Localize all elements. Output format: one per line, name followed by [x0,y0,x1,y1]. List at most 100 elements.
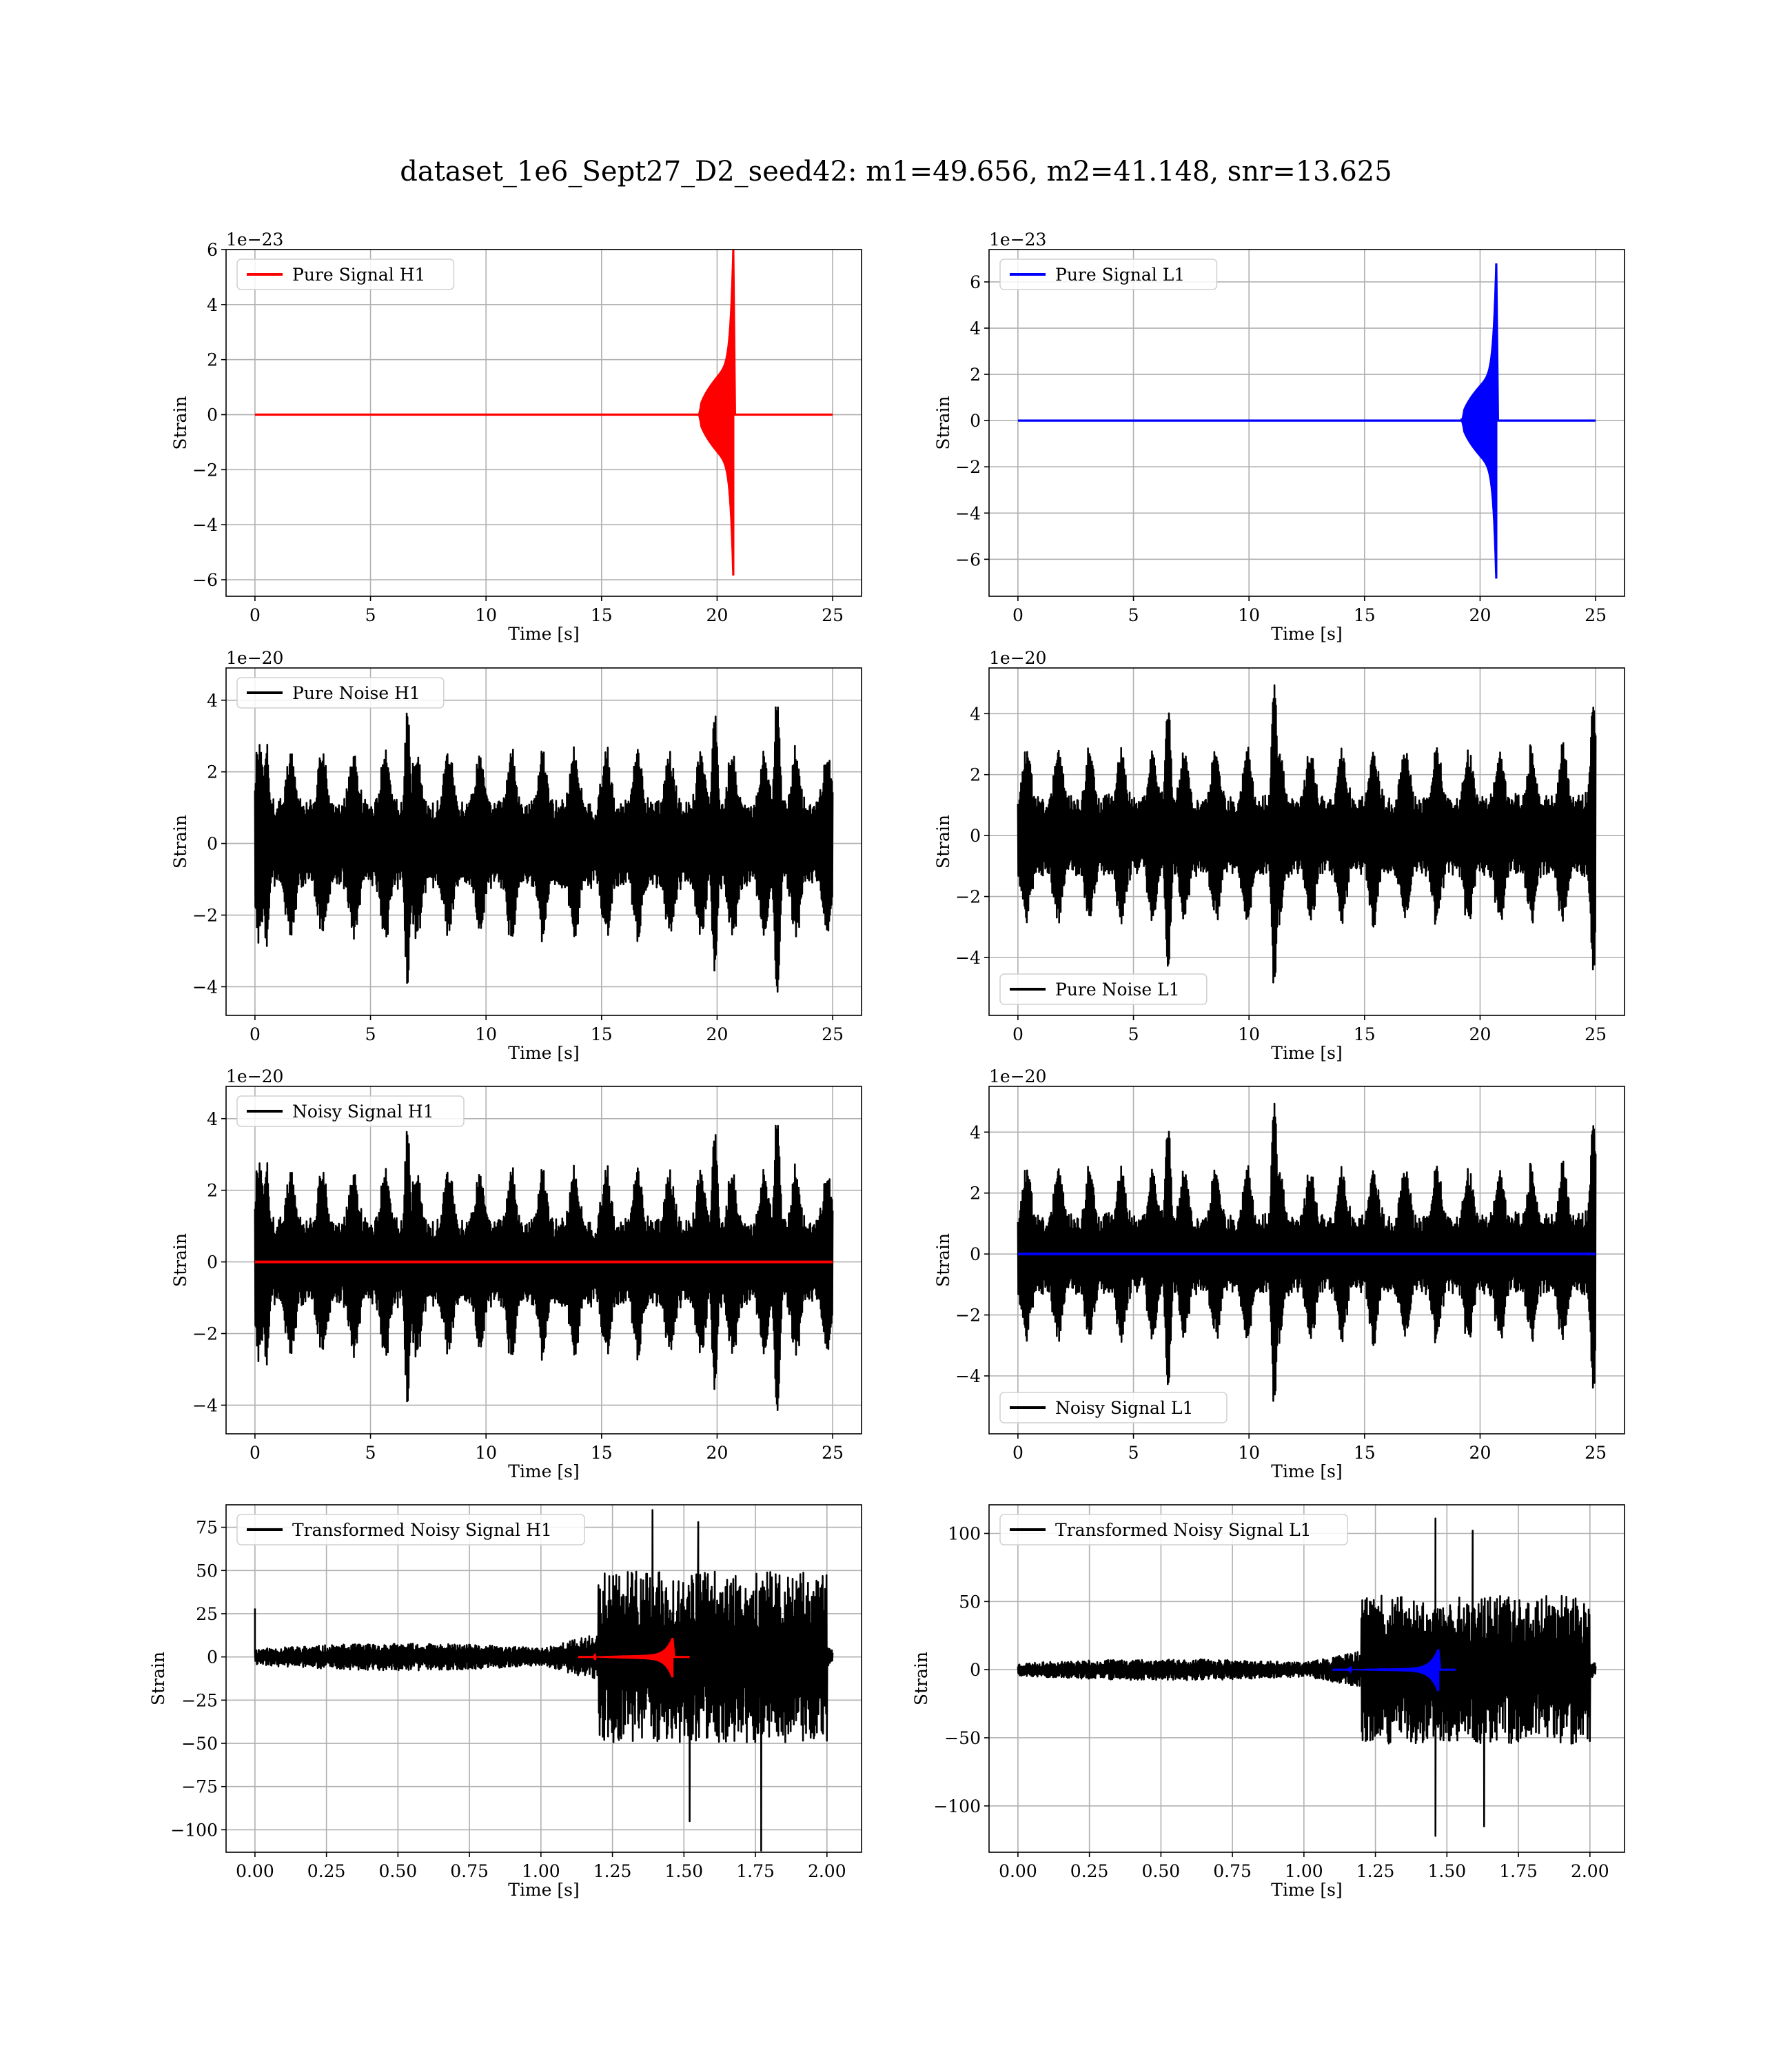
plot-area [1017,1102,1597,1402]
y-axis-label: Strain [911,1652,931,1705]
plot-area [1017,1517,1597,1837]
y-tick-label: −2 [192,1324,218,1344]
x-tick-label: 10 [475,1024,497,1044]
y-tick-label: −100 [933,1796,981,1816]
offset-label: 1e−20 [989,1066,1046,1086]
legend-box [236,1514,585,1545]
legend-box [999,258,1218,290]
legend-label: Pure Signal L1 [1055,265,1185,285]
plot-area [1017,263,1596,579]
offset-label: 1e−20 [989,648,1046,668]
x-tick-label: 5 [1128,1443,1139,1463]
figure-title: dataset_1e6_Sept27_D2_seed42: m1=49.656,… [400,156,1392,187]
x-tick-label: 1.25 [1356,1861,1395,1881]
y-tick-label: 50 [196,1561,218,1581]
x-tick-label: 0.25 [1070,1861,1109,1881]
x-tick-label: 20 [1469,1443,1491,1463]
y-tick-label: 50 [959,1592,981,1612]
legend-box [236,677,445,709]
x-tick-label: 1.00 [522,1861,560,1881]
x-tick-label: 0 [1012,1443,1024,1463]
x-tick-label: 25 [822,605,844,625]
legend: Pure Noise L1 [999,973,1208,1005]
axes-frame [988,1504,1625,1853]
x-tick-label: 15 [1354,605,1376,625]
legend-label: Transformed Noisy Signal H1 [292,1520,552,1540]
y-tick-label: 4 [970,1122,981,1142]
subplot-4: 0 5 10 15 20 25 −4 −2 0 2 4 Time [s] Strain 1e−20 Pure… [933,648,1625,1063]
subplot-2: 0 5 10 15 20 25 −6 −4 −2 0 2 4 6 Time [s] Strain 1e−23 P… [933,230,1625,644]
axes-frame [988,1086,1625,1435]
y-tick-label: 0 [207,834,218,854]
x-tick-label: 15 [591,1024,613,1044]
x-tick-label: 0 [250,605,261,625]
x-tick-label: 0 [1012,605,1024,625]
x-tick-label: 1.25 [593,1861,632,1881]
x-tick-label: 2.00 [1571,1861,1609,1881]
x-tick-label: 1.50 [664,1861,703,1881]
series-line-noise [254,706,834,993]
y-tick-label: −4 [192,1395,218,1415]
y-tick-label: 4 [207,1109,218,1129]
legend-label: Noisy Signal H1 [292,1102,434,1122]
x-axis-label: Time [s] [508,1880,579,1900]
y-tick-label: 2 [970,765,981,785]
x-tick-label: 20 [706,1443,729,1463]
y-tick-label: −2 [955,887,981,907]
y-tick-label: 0 [207,405,218,425]
legend: Noisy Signal H1 [236,1095,465,1127]
x-axis-label: Time [s] [508,1461,579,1481]
y-tick-label: 75 [196,1518,218,1538]
x-tick-label: 1.75 [736,1861,775,1881]
legend-box [999,973,1208,1005]
x-tick-label: 1.00 [1285,1861,1323,1881]
y-tick-label: 2 [970,1184,981,1204]
y-tick-label: 0 [970,1660,981,1680]
axes-frame [225,249,862,597]
x-tick-label: 5 [1128,605,1139,625]
legend-box [236,258,455,290]
x-axis-label: Time [s] [508,624,579,644]
y-tick-label: 4 [970,704,981,724]
x-tick-label: 1.50 [1427,1861,1466,1881]
y-tick-label: 0 [970,826,981,846]
y-axis-label: Strain [933,815,953,869]
y-tick-label: 4 [970,318,981,338]
x-tick-label: 0.00 [999,1861,1037,1881]
x-tick-label: 10 [475,1443,497,1463]
x-tick-label: 15 [591,605,613,625]
y-tick-label: 2 [207,1181,218,1201]
grid-lines [226,249,862,596]
y-tick-label: 25 [196,1604,218,1624]
x-tick-label: 0.00 [236,1861,274,1881]
x-tick-label: 0.50 [1142,1861,1181,1881]
x-tick-label: 0.25 [307,1861,346,1881]
y-tick-label: −4 [955,948,981,968]
x-tick-label: 20 [706,1024,729,1044]
y-tick-label: −6 [955,549,981,569]
y-tick-label: 2 [207,350,218,370]
grid-lines [989,250,1625,596]
x-axis-label: Time [s] [1271,1461,1342,1481]
x-tick-label: 15 [1354,1443,1376,1463]
y-tick-label: −50 [944,1728,981,1748]
y-tick-label: 100 [948,1524,981,1544]
offset-label: 1e−23 [989,230,1046,250]
legend-box [236,1095,465,1127]
y-tick-label: −75 [181,1777,218,1797]
legend: Pure Signal L1 [999,258,1218,290]
subplot-1: 0 5 10 15 20 25 −6 −4 −2 0 2 4 6 Time [s] Strain 1e−23 P… [170,230,862,644]
y-axis-label: Strain [933,396,953,449]
series-line-chirp [1017,263,1596,579]
subplot-5: 0 5 10 15 20 25 −4 −2 0 2 4 Time [s] Strain 1e−20 Nois… [170,1066,862,1481]
x-tick-label: 10 [1238,605,1260,625]
plot-area [1017,684,1597,984]
y-tick-label: −6 [192,570,218,590]
y-tick-label: 6 [970,272,981,292]
y-tick-label: −4 [955,503,981,523]
series-line-noise [254,1124,834,1411]
y-tick-label: 0 [207,1648,218,1667]
y-tick-label: −2 [955,457,981,477]
axes-frame [225,1086,862,1435]
